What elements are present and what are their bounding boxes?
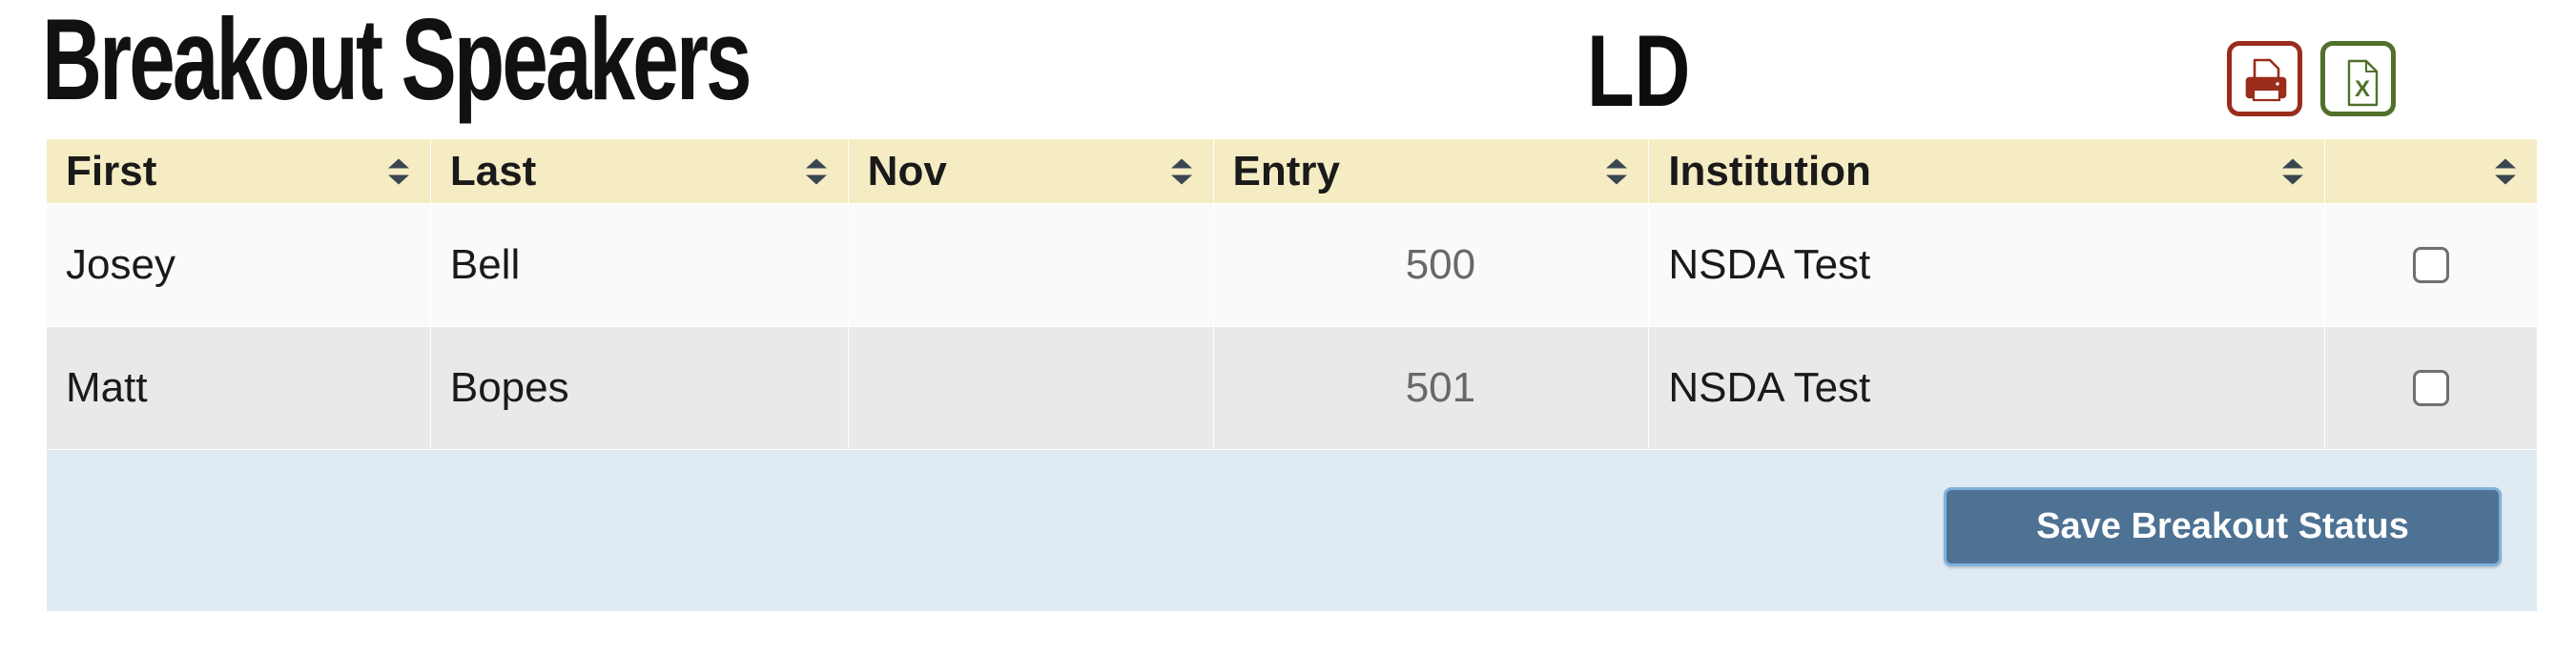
svg-text:X: X — [2355, 76, 2370, 102]
